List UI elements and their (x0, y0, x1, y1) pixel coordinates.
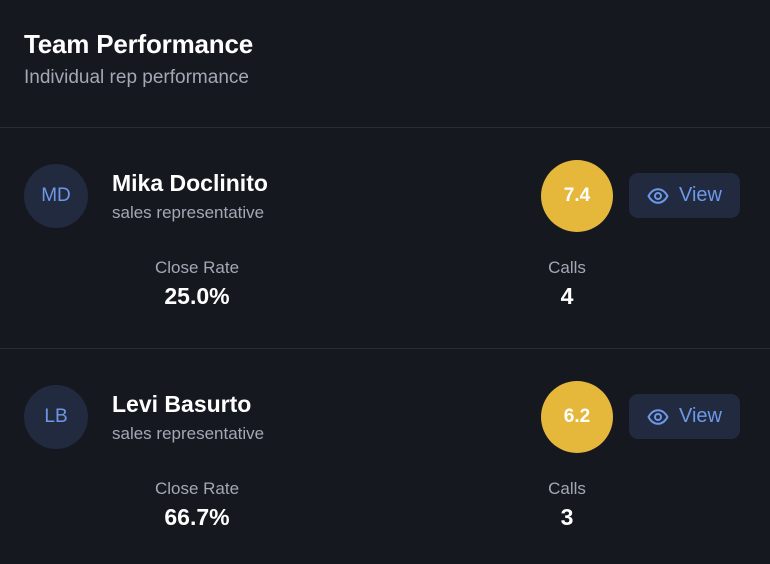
close-rate-label: Close Rate (154, 258, 240, 277)
calls-stat: Calls 3 (467, 478, 667, 532)
rep-name: Mika Doclinito (112, 170, 268, 196)
avatar-initials: LB (44, 406, 68, 427)
eye-icon (647, 408, 669, 425)
eye-icon (647, 187, 669, 204)
calls-value: 4 (560, 283, 574, 309)
view-button[interactable]: View (629, 173, 740, 218)
score-value: 6.2 (563, 406, 591, 427)
avatar-initials: MD (41, 185, 71, 206)
score-badge: 6.2 (541, 381, 613, 453)
close-rate-stat: Close Rate 25.0% (97, 257, 297, 311)
close-rate-value: 25.0% (164, 283, 230, 309)
panel-header: Team Performance Individual rep performa… (0, 0, 770, 128)
avatar: LB (24, 385, 88, 449)
page-subtitle: Individual rep performance (24, 67, 249, 88)
view-button-label: View (679, 184, 722, 206)
calls-stat: Calls 4 (467, 257, 667, 311)
rep-role: sales representative (112, 203, 265, 222)
rep-name: Levi Basurto (112, 391, 252, 417)
calls-label: Calls (548, 479, 586, 498)
score-badge: 7.4 (541, 160, 613, 232)
score-value: 7.4 (563, 185, 591, 206)
close-rate-value: 66.7% (164, 504, 230, 530)
close-rate-stat: Close Rate 66.7% (97, 478, 297, 532)
view-button-label: View (679, 405, 722, 427)
avatar: MD (24, 164, 88, 228)
rep-role: sales representative (112, 424, 265, 443)
rep-row: LB Levi Basurto sales representative 6.2… (0, 349, 770, 564)
calls-label: Calls (548, 258, 586, 277)
calls-value: 3 (560, 504, 574, 530)
close-rate-label: Close Rate (154, 479, 240, 498)
view-button[interactable]: View (629, 394, 740, 439)
page-title: Team Performance (24, 29, 253, 59)
rep-row: MD Mika Doclinito sales representative 7… (0, 128, 770, 349)
